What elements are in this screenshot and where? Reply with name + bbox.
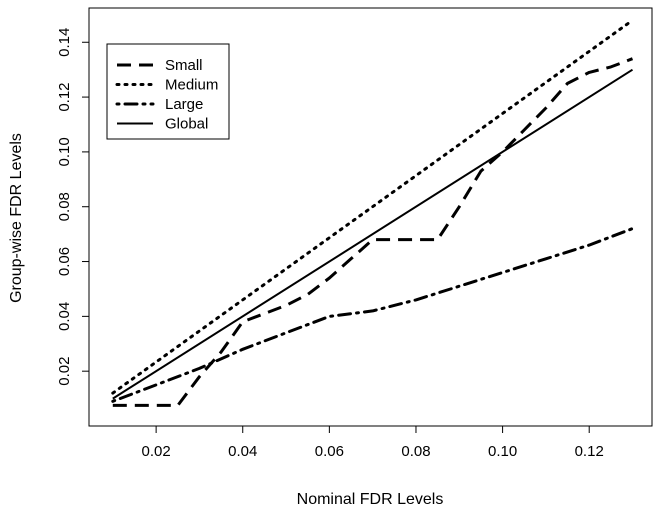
x-tick-label: 0.08 (401, 443, 430, 460)
y-tick-label: 0.04 (56, 302, 73, 331)
y-axis-title: Group-wise FDR Levels (8, 133, 25, 303)
series-line-large (111, 227, 634, 403)
series-line-global (112, 68, 634, 400)
series-line-small (112, 57, 634, 407)
y-tick-label: 0.12 (56, 82, 73, 111)
series-layer (111, 18, 634, 407)
x-tick-label: 0.10 (488, 443, 517, 460)
plot-frame (88, 7, 653, 427)
x-tick-label: 0.12 (575, 443, 604, 460)
y-tick-label: 0.10 (56, 137, 73, 166)
x-tick-label: 0.02 (142, 443, 171, 460)
legend-label-global: Global (165, 116, 208, 133)
y-axis: 0.02 0.04 0.06 0.08 0.10 0.12 0.14 (56, 28, 89, 386)
legend-label-small: Small (165, 57, 203, 74)
series-line-medium (111, 18, 634, 395)
y-tick-label: 0.02 (56, 357, 73, 386)
legend: Small Medium Large Global (106, 43, 230, 140)
y-tick-label: 0.14 (56, 28, 73, 57)
y-tick-label: 0.06 (56, 247, 73, 276)
legend-label-medium: Medium (165, 77, 218, 94)
x-tick-label: 0.04 (228, 443, 257, 460)
y-tick-label: 0.08 (56, 192, 73, 221)
legend-label-large: Large (165, 96, 203, 113)
x-axis: 0.02 0.04 0.06 0.08 0.10 0.12 (142, 426, 604, 460)
legend-box (106, 43, 230, 140)
x-tick-label: 0.06 (315, 443, 344, 460)
x-axis-title: Nominal FDR Levels (297, 491, 444, 508)
